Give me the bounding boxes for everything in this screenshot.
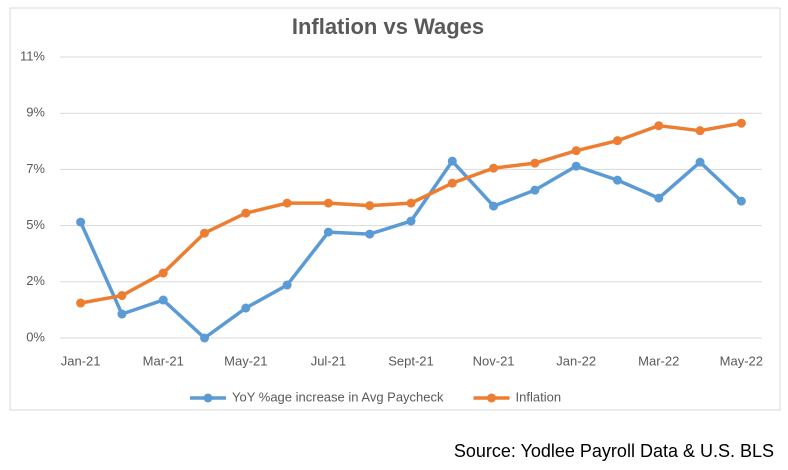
- legend-marker: [203, 393, 213, 403]
- x-tick-label: May-21: [224, 353, 267, 368]
- point: [447, 178, 457, 188]
- point: [76, 298, 86, 308]
- point: [489, 201, 499, 211]
- point: [158, 295, 168, 305]
- x-tick-label: Nov-21: [473, 353, 515, 368]
- point: [365, 229, 375, 239]
- point: [241, 208, 251, 218]
- point: [612, 175, 622, 185]
- legend-label: Inflation: [516, 389, 562, 404]
- y-tick-label: 2%: [26, 273, 45, 288]
- point: [200, 228, 210, 238]
- point: [654, 193, 664, 203]
- legend-marker: [487, 393, 497, 403]
- point: [654, 121, 664, 131]
- point: [323, 227, 333, 237]
- x-tick-label: Jul-21: [311, 353, 346, 368]
- y-tick-label: 7%: [26, 161, 45, 176]
- point: [241, 303, 251, 313]
- point: [76, 217, 86, 227]
- legend-label: YoY %age increase in Avg Paycheck: [232, 389, 444, 404]
- chart-border: [9, 7, 781, 411]
- x-tick-label: May-22: [720, 353, 763, 368]
- x-tick-label: Jan-22: [556, 353, 596, 368]
- point: [323, 198, 333, 208]
- x-tick-label: Mar-22: [638, 353, 679, 368]
- source-note: Source: Yodlee Payroll Data & U.S. BLS: [454, 441, 774, 461]
- point: [158, 268, 168, 278]
- point: [489, 163, 499, 173]
- point: [736, 118, 746, 128]
- point: [365, 201, 375, 211]
- point: [282, 198, 292, 208]
- point: [530, 185, 540, 195]
- x-tick-label: Mar-21: [143, 353, 184, 368]
- point: [200, 333, 210, 343]
- point: [736, 196, 746, 206]
- point: [406, 216, 416, 226]
- point: [282, 280, 292, 290]
- x-tick-label: Sept-21: [388, 353, 434, 368]
- chart-title: Inflation vs Wages: [292, 14, 484, 39]
- y-tick-label: 0%: [26, 329, 45, 344]
- y-tick-label: 11%: [20, 48, 45, 63]
- point: [117, 309, 127, 319]
- point: [117, 291, 127, 301]
- point: [571, 161, 581, 171]
- y-tick-label: 5%: [26, 217, 45, 232]
- point: [447, 156, 457, 166]
- point: [530, 158, 540, 168]
- point: [695, 157, 705, 167]
- point: [406, 198, 416, 208]
- x-tick-label: Jan-21: [61, 353, 101, 368]
- point: [612, 136, 622, 146]
- point: [695, 126, 705, 136]
- point: [571, 146, 581, 156]
- y-tick-label: 9%: [26, 105, 45, 120]
